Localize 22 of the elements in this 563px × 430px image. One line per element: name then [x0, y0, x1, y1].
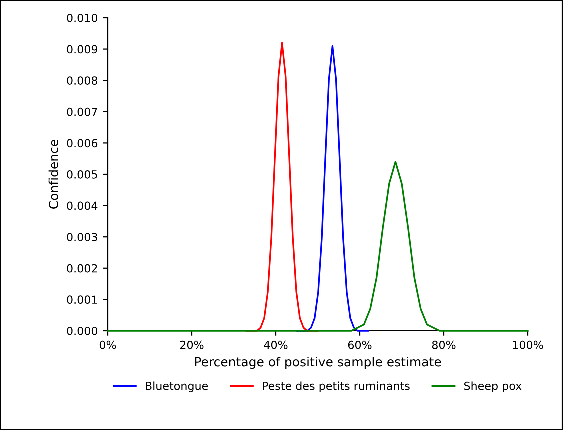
x-tick-label: 60%: [348, 340, 372, 350]
x-tick-label: 100%: [513, 340, 544, 350]
y-tick-label: 0.010: [67, 14, 98, 22]
x-tick-label: 80%: [432, 340, 456, 350]
legend-label: Sheep pox: [464, 382, 522, 392]
y-tick-label: 0.003: [67, 233, 98, 242]
x-axis-title: Percentage of positive sample estimate: [195, 357, 442, 370]
x-tick-label: 40%: [264, 340, 288, 350]
y-tick-label: 0.005: [67, 170, 98, 179]
y-tick-label: 0.004: [67, 202, 98, 210]
legend-label: Bluetongue: [146, 382, 208, 392]
y-tick-label: 0.000: [67, 326, 98, 336]
legend-label: Peste des petits ruminants: [263, 382, 410, 392]
x-tick-label: 0%: [100, 340, 116, 350]
y-tick-label: 0.008: [67, 76, 98, 85]
y-tick-label: 0.001: [67, 296, 98, 304]
y-axis-title: Confidence: [48, 140, 58, 209]
y-tick-label: 0.007: [67, 108, 98, 116]
y-tick-label: 0.002: [67, 264, 98, 273]
y-tick-label: 0.006: [67, 139, 98, 148]
x-tick-label: 20%: [180, 340, 204, 350]
y-tick-label: 0.009: [67, 45, 98, 54]
